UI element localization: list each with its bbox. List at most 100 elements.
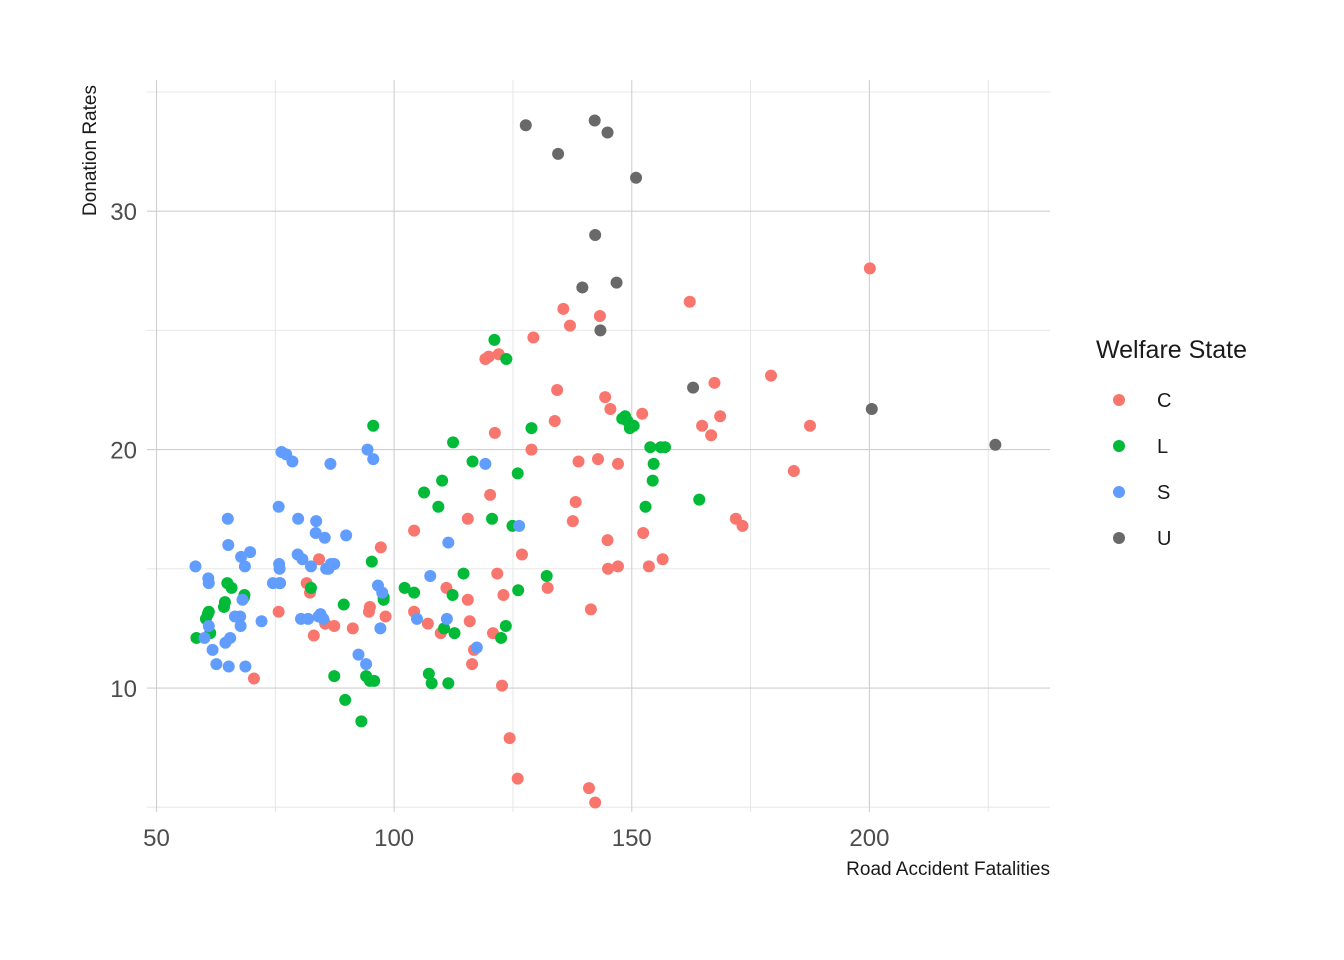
- data-point: [466, 455, 479, 468]
- data-points: [189, 114, 1002, 809]
- data-point: [210, 658, 223, 671]
- data-point: [198, 631, 211, 644]
- legend-label-L: L: [1157, 436, 1168, 458]
- data-point: [470, 641, 483, 654]
- data-point: [572, 455, 585, 468]
- data-point: [425, 677, 438, 690]
- data-point: [687, 381, 700, 394]
- data-point: [593, 310, 606, 323]
- data-point: [274, 577, 287, 590]
- data-point: [488, 426, 501, 439]
- data-point: [484, 488, 497, 501]
- x-tick-label: 50: [143, 825, 170, 852]
- data-point: [865, 403, 878, 416]
- data-point: [566, 515, 579, 528]
- data-point: [337, 598, 350, 611]
- data-point: [218, 596, 231, 609]
- data-point: [234, 620, 247, 633]
- data-point: [222, 660, 235, 673]
- data-point: [224, 631, 237, 644]
- data-point: [436, 474, 449, 487]
- data-point: [588, 114, 601, 127]
- x-tick-label: 200: [849, 825, 889, 852]
- data-point: [408, 586, 421, 599]
- data-point: [272, 500, 285, 513]
- data-point: [803, 419, 816, 432]
- data-point: [302, 612, 315, 625]
- legend-key-L: [1113, 440, 1125, 452]
- data-point: [374, 622, 387, 635]
- data-point: [557, 302, 570, 315]
- data-point: [601, 126, 614, 139]
- data-point: [488, 333, 501, 346]
- data-point: [202, 577, 215, 590]
- data-point: [244, 546, 257, 559]
- data-point: [324, 457, 337, 470]
- legend-key-U: [1113, 532, 1125, 544]
- legend-title: Welfare State: [1096, 336, 1247, 364]
- data-point: [486, 512, 499, 525]
- data-point: [540, 569, 553, 582]
- data-point: [552, 147, 565, 160]
- data-point: [309, 527, 322, 540]
- data-point: [541, 581, 554, 594]
- data-point: [235, 550, 248, 563]
- data-point: [708, 376, 721, 389]
- data-point: [367, 453, 380, 466]
- data-point: [511, 772, 524, 785]
- data-point: [339, 693, 352, 706]
- x-tick-label: 100: [374, 825, 414, 852]
- data-point: [705, 429, 718, 442]
- data-point: [659, 441, 672, 454]
- data-point: [683, 295, 696, 308]
- y-tick-label: 10: [110, 676, 137, 703]
- data-point: [646, 474, 659, 487]
- data-point: [696, 419, 709, 432]
- data-point: [765, 369, 778, 382]
- data-point: [604, 403, 617, 416]
- data-point: [189, 560, 202, 573]
- data-point: [863, 262, 876, 275]
- data-point: [247, 672, 260, 685]
- data-point: [548, 414, 561, 427]
- series-S: [189, 443, 526, 673]
- data-point: [440, 612, 453, 625]
- grid-lines: [147, 80, 1050, 812]
- data-point: [361, 443, 374, 456]
- data-point: [447, 436, 460, 449]
- y-tick-label: 20: [110, 438, 137, 465]
- data-point: [611, 560, 624, 573]
- data-point: [576, 281, 589, 294]
- data-point: [272, 605, 285, 618]
- data-point: [594, 324, 607, 337]
- data-point: [495, 631, 508, 644]
- data-point: [513, 519, 526, 532]
- data-point: [582, 782, 595, 795]
- data-point: [438, 622, 451, 635]
- data-point: [639, 500, 652, 513]
- data-point: [446, 589, 459, 602]
- data-point: [611, 457, 624, 470]
- series-L: [190, 333, 706, 728]
- data-point: [408, 524, 421, 537]
- legend-key-S: [1113, 486, 1125, 498]
- x-tick-label: 150: [612, 825, 652, 852]
- data-point: [503, 732, 516, 745]
- data-point: [328, 670, 341, 683]
- data-point: [563, 319, 576, 332]
- data-point: [239, 660, 252, 673]
- data-point: [637, 527, 650, 540]
- data-point: [512, 584, 525, 597]
- x-axis-title: Road Accident Fatalities: [846, 859, 1050, 880]
- data-point: [497, 589, 510, 602]
- data-point: [736, 519, 749, 532]
- data-point: [584, 603, 597, 616]
- data-point: [363, 600, 376, 613]
- data-point: [317, 612, 330, 625]
- data-point: [515, 548, 528, 561]
- data-point: [482, 350, 495, 363]
- data-point: [374, 541, 387, 554]
- legend: Welfare State C L S U: [1096, 336, 1247, 550]
- data-point: [355, 715, 368, 728]
- series-U: [519, 114, 1002, 451]
